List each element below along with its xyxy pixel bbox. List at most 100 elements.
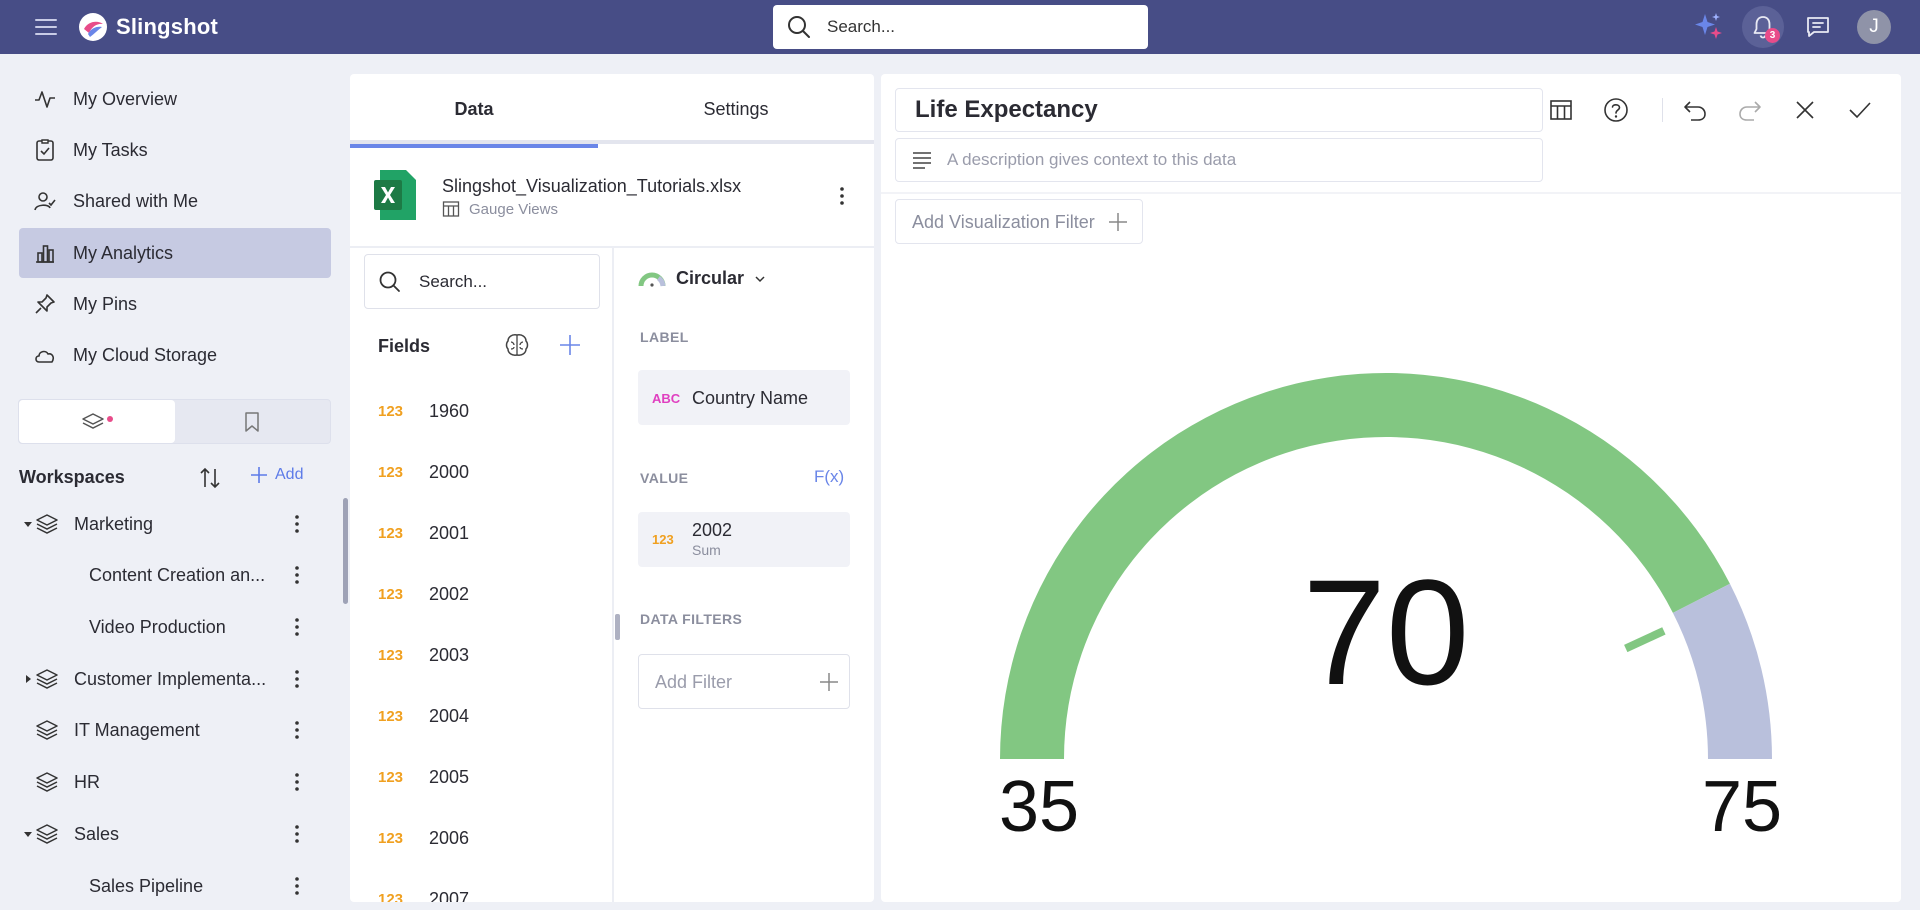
value-section-title: VALUE	[640, 470, 689, 486]
caret-down-icon[interactable]	[23, 519, 33, 529]
plus-icon	[251, 467, 267, 483]
field-name: 2001	[429, 522, 470, 543]
undo-icon[interactable]	[1675, 90, 1715, 130]
add-data-filter-button[interactable]: Add Filter	[638, 654, 850, 709]
text-lines-icon	[913, 152, 931, 169]
field-item[interactable]: 123 2003	[378, 635, 598, 675]
number-type-badge: 123	[378, 463, 404, 481]
nav-shared-with-me[interactable]: Shared with Me	[19, 176, 331, 226]
workspace-sales-pipeline[interactable]: Sales Pipeline	[19, 863, 315, 909]
field-item[interactable]: 123 2004	[378, 696, 598, 736]
field-item[interactable]: 123 2002	[378, 574, 598, 614]
label-field-chip[interactable]: ABC Country Name	[638, 370, 850, 425]
add-workspace-button[interactable]: Add	[249, 465, 303, 485]
table-icon	[442, 201, 460, 217]
brain-icon[interactable]	[503, 331, 531, 359]
avatar: J	[1857, 10, 1891, 44]
visualization-title-input[interactable]	[895, 88, 1543, 132]
workspace-it-management[interactable]: IT Management	[19, 707, 315, 753]
value-field-chip[interactable]: 123 2002 Sum	[638, 512, 850, 567]
workspace-label: Video Production	[89, 616, 226, 637]
field-item[interactable]: 123 1960	[378, 391, 598, 431]
workspaces-view-tab[interactable]	[19, 400, 175, 443]
more-options-icon[interactable]	[287, 874, 307, 898]
more-options-icon[interactable]	[287, 512, 307, 536]
fields-title: Fields	[378, 336, 431, 356]
caret-down-icon[interactable]	[23, 829, 33, 839]
data-source-more-icon[interactable]	[832, 184, 852, 208]
help-icon[interactable]	[1596, 90, 1636, 130]
nav-label: My Tasks	[73, 139, 148, 160]
ai-sparkle-icon[interactable]	[1687, 6, 1729, 48]
workspace-marketing[interactable]: Marketing	[19, 501, 315, 547]
close-icon[interactable]	[1785, 90, 1825, 130]
hamburger-menu-icon[interactable]	[32, 15, 60, 39]
redo-icon[interactable]	[1730, 90, 1770, 130]
number-type-badge: 123	[378, 829, 404, 847]
description-box[interactable]	[895, 138, 1543, 182]
more-options-icon[interactable]	[287, 770, 307, 794]
nav-label: My Overview	[73, 88, 178, 109]
bar-chart-icon	[36, 245, 54, 263]
more-options-icon[interactable]	[287, 667, 307, 691]
tab-settings[interactable]: Settings	[703, 98, 769, 119]
field-item[interactable]: 123 2001	[378, 513, 598, 553]
description-input[interactable]	[947, 150, 1527, 170]
global-search-input[interactable]	[827, 17, 1127, 37]
nav-my-overview[interactable]: My Overview	[19, 74, 331, 124]
chat-icon[interactable]	[1797, 6, 1839, 48]
field-search-box[interactable]	[364, 254, 600, 309]
data-source-row[interactable]	[350, 148, 874, 248]
nav-my-analytics[interactable]: My Analytics	[19, 228, 331, 278]
number-type-badge: 123	[378, 890, 404, 903]
workspace-sales[interactable]: Sales	[19, 811, 315, 857]
workspace-icon	[36, 772, 58, 792]
workspace-content-creation[interactable]: Content Creation an...	[19, 552, 315, 598]
filter-bar	[881, 192, 1901, 194]
field-item[interactable]: 123 2005	[378, 757, 598, 797]
workspace-label: Sales	[74, 823, 120, 844]
nav-my-pins[interactable]: My Pins	[19, 279, 331, 329]
workspace-hr[interactable]: HR	[19, 759, 315, 805]
add-visualization-filter-button[interactable]: Add Visualization Filter	[895, 199, 1143, 244]
panel-resize-handle[interactable]	[615, 614, 620, 640]
field-search-input[interactable]	[419, 271, 579, 292]
field-item[interactable]: 123 2007	[378, 879, 598, 903]
add-field-icon[interactable]	[556, 331, 584, 359]
tab-data[interactable]: Data	[350, 74, 598, 148]
notifications-button[interactable]: 3	[1742, 6, 1784, 48]
number-type-badge: 123	[378, 524, 404, 542]
visualization-canvas: Add Visualization Filter 70 35 75	[881, 74, 1901, 902]
field-name: 2003	[429, 644, 470, 665]
field-name: 2004	[429, 705, 470, 726]
nav-my-tasks[interactable]: My Tasks	[19, 125, 331, 175]
label-section-title: LABEL	[640, 329, 689, 345]
field-name: 2006	[429, 827, 470, 848]
table-view-icon[interactable]	[1541, 90, 1581, 130]
caret-right-icon[interactable]	[23, 674, 33, 684]
workspace-customer-implementation[interactable]: Customer Implementa...	[19, 656, 315, 702]
user-avatar-button[interactable]: J	[1853, 6, 1895, 48]
number-type-badge: 123	[378, 402, 404, 420]
pulse-icon	[35, 91, 55, 108]
bookmarks-view-tab[interactable]	[175, 400, 331, 443]
confirm-check-icon[interactable]	[1840, 90, 1880, 130]
sort-icon[interactable]	[197, 465, 223, 491]
more-options-icon[interactable]	[287, 615, 307, 639]
field-item[interactable]: 123 2006	[378, 818, 598, 858]
field-item[interactable]: 123 2000	[378, 452, 598, 492]
more-options-icon[interactable]	[287, 718, 307, 742]
field-name: 1960	[429, 400, 470, 421]
toolbar-separator	[1662, 98, 1663, 122]
global-search-box[interactable]	[773, 5, 1148, 49]
more-options-icon[interactable]	[287, 822, 307, 846]
more-options-icon[interactable]	[287, 563, 307, 587]
sidebar-scrollbar[interactable]	[343, 498, 348, 604]
app-logo[interactable]: Slingshot	[78, 10, 218, 44]
workspace-video-production[interactable]: Video Production	[19, 604, 315, 650]
visualization-type-selector[interactable]: Circular	[638, 268, 766, 289]
nav-my-cloud-storage[interactable]: My Cloud Storage	[19, 330, 331, 380]
fx-button[interactable]: F(x)	[814, 467, 845, 486]
workspace-label: IT Management	[74, 719, 200, 740]
field-name: 2000	[429, 461, 470, 482]
